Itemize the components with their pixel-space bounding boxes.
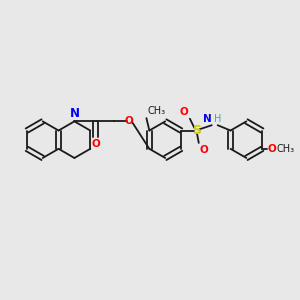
Text: S: S: [192, 124, 201, 137]
Text: N: N: [69, 107, 80, 120]
Text: O: O: [91, 139, 100, 149]
Text: CH₃: CH₃: [277, 144, 295, 154]
Text: O: O: [179, 107, 188, 117]
Text: O: O: [124, 116, 133, 126]
Text: O: O: [200, 145, 208, 155]
Text: N: N: [203, 114, 212, 124]
Text: CH₃: CH₃: [147, 106, 165, 116]
Text: H: H: [214, 114, 221, 124]
Text: O: O: [268, 144, 277, 154]
